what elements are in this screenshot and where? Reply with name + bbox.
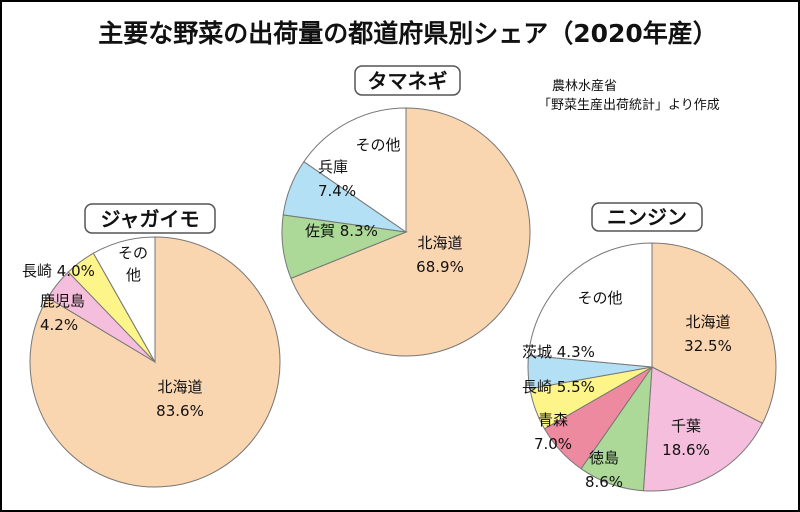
slice-value: 68.9% <box>416 258 464 276</box>
slice-label: その <box>118 244 148 262</box>
pie-slice <box>290 107 531 357</box>
slice-label: 他 <box>126 266 141 284</box>
slice-value: 18.6% <box>662 441 710 459</box>
slice-value: 7.4% <box>318 182 356 200</box>
slice-label: 兵庫 <box>318 158 348 176</box>
slice-value: 4.2% <box>40 316 78 334</box>
slice-label: 北海道 <box>157 378 202 396</box>
chart-title: 主要な野菜の出荷量の都道府県別シェア（2020年産） <box>98 19 718 48</box>
slice-value: 83.6% <box>156 402 204 420</box>
slice-label: 長崎 4.0% <box>22 262 95 280</box>
pie-title: ジャガイモ <box>101 207 200 231</box>
pie-slice <box>303 107 407 233</box>
slice-label: 徳島 <box>589 449 619 467</box>
slice-label: 北海道 <box>417 234 462 252</box>
slice-label: その他 <box>355 136 400 154</box>
slice-label: 長崎 5.5% <box>522 378 595 396</box>
pie-slice <box>92 236 156 364</box>
pie-slice <box>642 366 764 492</box>
pie-slice <box>651 242 777 424</box>
slice-label: 千葉 <box>671 417 701 435</box>
slice-label: 北海道 <box>685 313 730 331</box>
pie-0 <box>281 107 531 357</box>
pie-title-box <box>354 65 461 96</box>
slice-label: 青森 <box>538 411 568 429</box>
source-line-2: 「野菜生産出荷統計」より作成 <box>538 97 720 113</box>
pie-title-box <box>591 202 703 232</box>
slice-label: その他 <box>577 289 622 307</box>
pie-2 <box>527 242 777 492</box>
pie-title: タマネギ <box>368 69 448 93</box>
source-line-1: 農林水産省 <box>552 78 617 94</box>
slice-value: 7.0% <box>534 435 572 453</box>
slice-value: 8.6% <box>585 473 623 491</box>
pie-title-box <box>84 203 216 234</box>
slice-value: 32.5% <box>684 337 732 355</box>
slice-label: 佐賀 8.3% <box>305 222 378 240</box>
pie-1 <box>29 236 281 488</box>
slice-label: 鹿児島 <box>40 292 85 310</box>
pie-title: ニンジン <box>607 205 687 229</box>
slice-label: 茨城 4.3% <box>522 343 595 361</box>
pie-slice <box>528 242 653 368</box>
